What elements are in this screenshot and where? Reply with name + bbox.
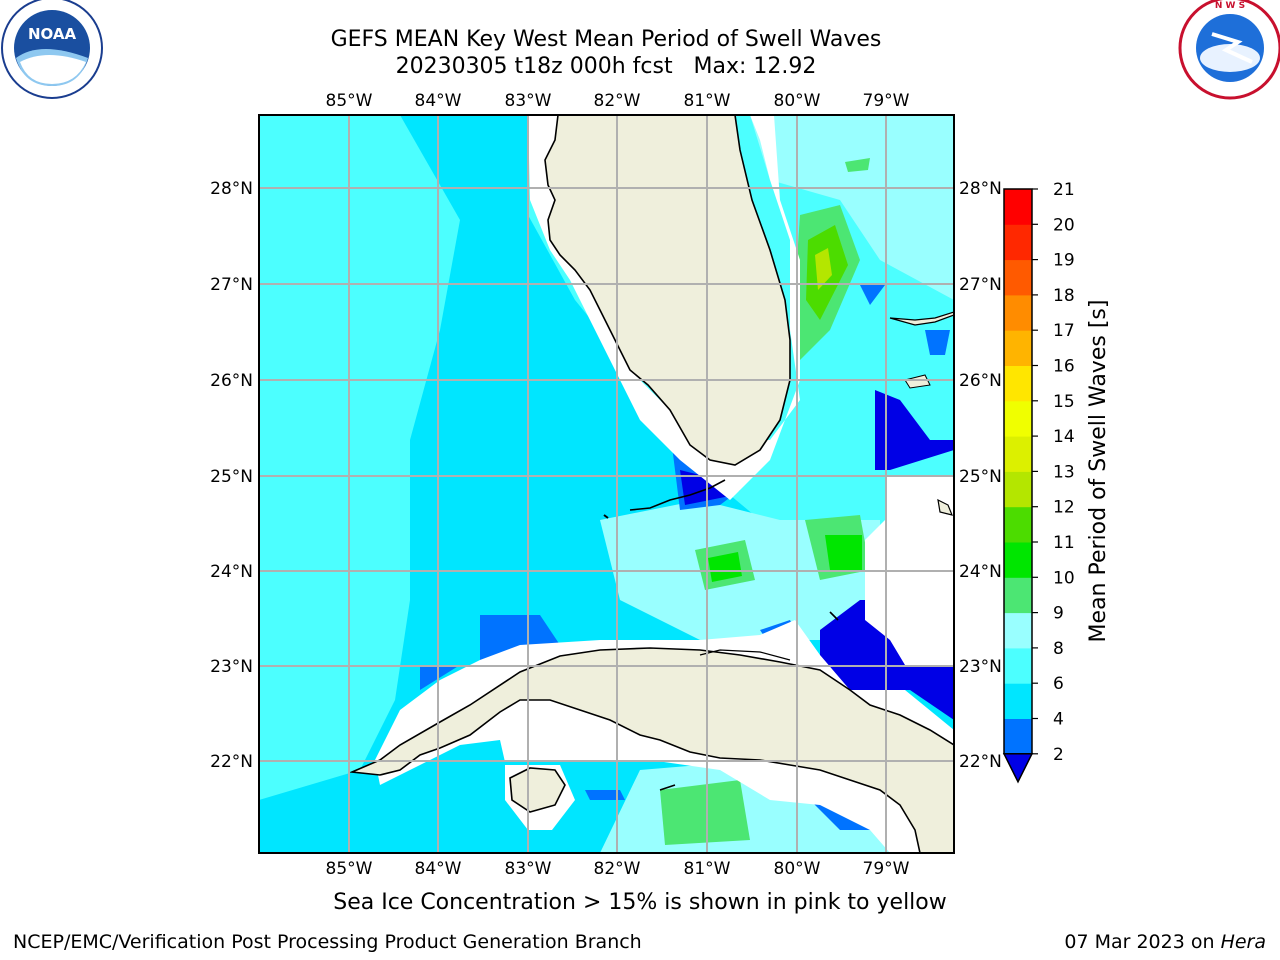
lon-tick-bottom: 81°W (684, 859, 731, 879)
colorbar-tick-label: 17 (1053, 321, 1075, 341)
lat-tick-left: 24°N (210, 562, 253, 582)
lat-tick-right: 22°N (959, 752, 1002, 772)
swell-zone-under-2-bahamas (875, 390, 954, 470)
lon-tick-top: 80°W (774, 91, 821, 111)
colorbar-tick-label: 12 (1053, 498, 1075, 518)
map-subtitle: Sea Ice Concentration > 15% is shown in … (333, 890, 947, 915)
colorbar-tick-label: 16 (1053, 357, 1075, 377)
lat-tick-left: 22°N (210, 752, 253, 772)
colorbar-bin (1004, 542, 1032, 578)
colorbar-bin (1004, 400, 1032, 437)
colorbar-tick-label: 4 (1053, 710, 1064, 730)
footer-credit: NCEP/EMC/Verification Post Processing Pr… (13, 931, 642, 953)
colorbar-tick-label: 6 (1053, 674, 1064, 694)
colorbar-bin (1004, 471, 1032, 508)
colorbar-tick-label: 21 (1053, 180, 1075, 200)
lon-tick-labels: 85°W 84°W 83°W 82°W 81°W 80°W 79°W 85°W … (326, 91, 910, 879)
lon-tick-bottom: 85°W (326, 859, 373, 879)
nws-logo-icon: N W S (1178, 0, 1280, 100)
lon-tick-top: 79°W (863, 91, 910, 111)
lat-tick-right: 24°N (959, 562, 1002, 582)
colorbar-bin (1004, 683, 1032, 719)
colorbar-under-extension (1002, 753, 1034, 784)
lon-tick-top: 82°W (594, 91, 641, 111)
footer-date: 07 Mar 2023 on Hera (1064, 931, 1266, 953)
colorbar-bin (1004, 330, 1032, 366)
swell-zone-10-11-center (708, 552, 742, 582)
colorbar-tick-label: 19 (1053, 251, 1075, 271)
lat-tick-right: 28°N (959, 179, 1002, 199)
colorbar-bin (1004, 577, 1032, 614)
noaa-logo-icon: NOAA (1, 0, 103, 99)
colorbar-bin (1004, 718, 1032, 755)
map-gridlines (259, 115, 954, 853)
colorbar-tick-label: 20 (1053, 215, 1075, 235)
map-frame (258, 114, 955, 854)
swell-zone-10-11-east (825, 535, 862, 570)
noaa-logo-text: NOAA (28, 25, 77, 43)
chart-title-line2: 20230305 t18z 000h fcst Max: 12.92 (395, 54, 817, 79)
colorbar-bin (1004, 365, 1032, 402)
lat-tick-left: 23°N (210, 657, 253, 677)
colorbar-bin (1004, 294, 1032, 331)
swell-zone-12-13-atlantic (815, 248, 832, 290)
lon-tick-bottom: 80°W (774, 859, 821, 879)
colorbar-tick-label: 10 (1053, 568, 1075, 588)
colorbar-bin (1004, 224, 1032, 261)
lon-tick-bottom: 83°W (505, 859, 552, 879)
lon-tick-bottom: 79°W (863, 859, 910, 879)
colorbar-tick-label: 14 (1053, 427, 1075, 447)
colorbar-bin (1004, 436, 1032, 472)
colorbar: 21 20 19 18 17 16 15 14 13 12 11 10 9 8 6 4 2 (1002, 180, 1075, 784)
lon-tick-top: 81°W (684, 91, 731, 111)
colorbar-bin (1004, 647, 1032, 684)
lat-tick-right: 26°N (959, 371, 1002, 391)
lat-tick-right: 27°N (959, 275, 1002, 295)
colorbar-bin (1004, 259, 1032, 296)
lon-tick-top: 83°W (505, 91, 552, 111)
colorbar-bin (1004, 189, 1032, 225)
lon-tick-bottom: 82°W (594, 859, 641, 879)
svg-text:N W S: N W S (1215, 1, 1245, 11)
swell-zone-9-10-south (660, 780, 750, 845)
map-area (259, 115, 954, 853)
colorbar-tick-label: 11 (1053, 533, 1075, 553)
colorbar-tick-label: 9 (1053, 604, 1064, 624)
lat-tick-left: 28°N (210, 179, 253, 199)
footer-host: Hera (1220, 931, 1266, 953)
lat-tick-left: 27°N (210, 275, 253, 295)
lat-tick-labels: 28°N 27°N 26°N 25°N 24°N 23°N 22°N 28°N … (210, 179, 1002, 772)
footer-date-text: 07 Mar 2023 on (1064, 931, 1221, 953)
colorbar-tick-label: 18 (1053, 286, 1075, 306)
lat-tick-left: 26°N (210, 371, 253, 391)
swell-zone-8-9-north (750, 115, 954, 300)
land-florida (544, 115, 791, 466)
land-cuba (348, 647, 954, 853)
colorbar-tick-label: 15 (1053, 392, 1075, 412)
colorbar-tick-label: 8 (1053, 639, 1064, 659)
lon-tick-top: 84°W (415, 91, 462, 111)
lat-tick-right: 25°N (959, 467, 1002, 487)
colorbar-bin (1004, 506, 1032, 543)
colorbar-tick-label: 2 (1053, 745, 1064, 765)
lat-tick-left: 25°N (210, 467, 253, 487)
lon-tick-top: 85°W (326, 91, 373, 111)
land-isla-juventud (509, 767, 566, 813)
chart-title-line1: GEFS MEAN Key West Mean Period of Swell … (330, 27, 882, 52)
colorbar-bin (1004, 612, 1032, 649)
lat-tick-right: 23°N (959, 657, 1002, 677)
colorbar-tick-label: 13 (1053, 462, 1075, 482)
colorbar-label: Mean Period of Swell Waves [s] (1086, 300, 1111, 643)
lon-tick-bottom: 84°W (415, 859, 462, 879)
